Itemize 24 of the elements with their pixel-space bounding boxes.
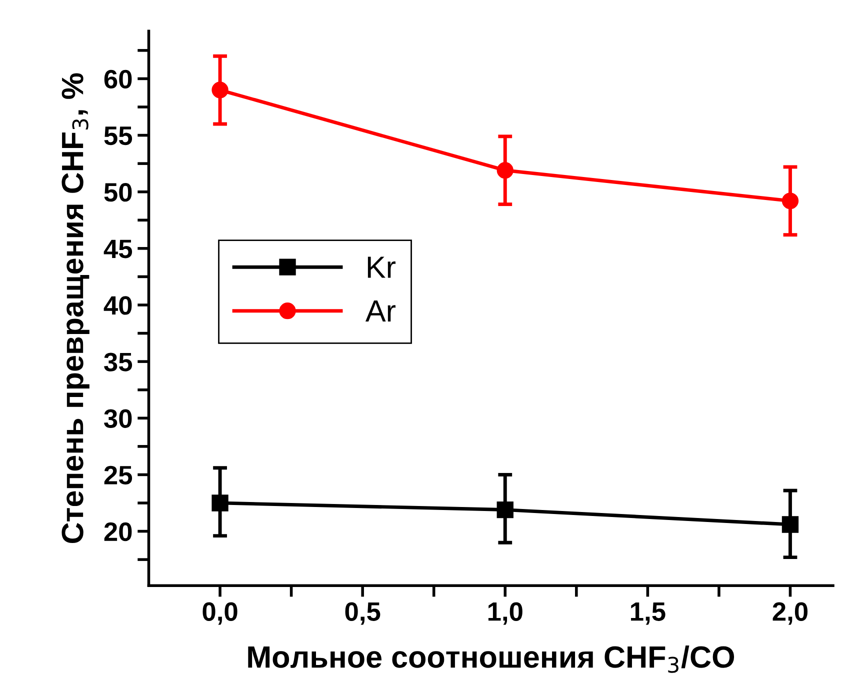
y-tick-label: 40 — [104, 296, 132, 315]
y-tick-label: 20 — [104, 522, 132, 542]
y-tick-label: 55 — [104, 126, 132, 146]
point — [782, 516, 799, 533]
point — [212, 494, 228, 512]
y-tick-label: 25 — [104, 466, 132, 485]
x-tick-label: 2,0 — [772, 602, 808, 625]
x-tick-label: 0,0 — [202, 602, 238, 625]
y-tick-label: 50 — [104, 182, 132, 202]
x-axis-title: Мольное соотношения CHF$_{3}$/CO — [248, 645, 734, 673]
legend-label: Kr — [368, 256, 396, 278]
y-axis-title: Степень превращения CHF$_{3}$, % — [62, 73, 90, 544]
x-tick-label: 1,5 — [631, 602, 666, 625]
y-tick-label: 45 — [104, 240, 132, 258]
point — [496, 501, 514, 518]
x-tick-label: 1,0 — [488, 602, 522, 625]
point — [782, 192, 799, 210]
point — [212, 82, 228, 98]
x-tick-label: 0,5 — [345, 602, 380, 625]
y-tick-label: 35 — [104, 352, 132, 372]
point — [496, 162, 514, 179]
y-tick-label: 60 — [104, 70, 132, 89]
y-tick-label: 30 — [104, 409, 132, 428]
legend-label: Ar — [365, 300, 396, 322]
